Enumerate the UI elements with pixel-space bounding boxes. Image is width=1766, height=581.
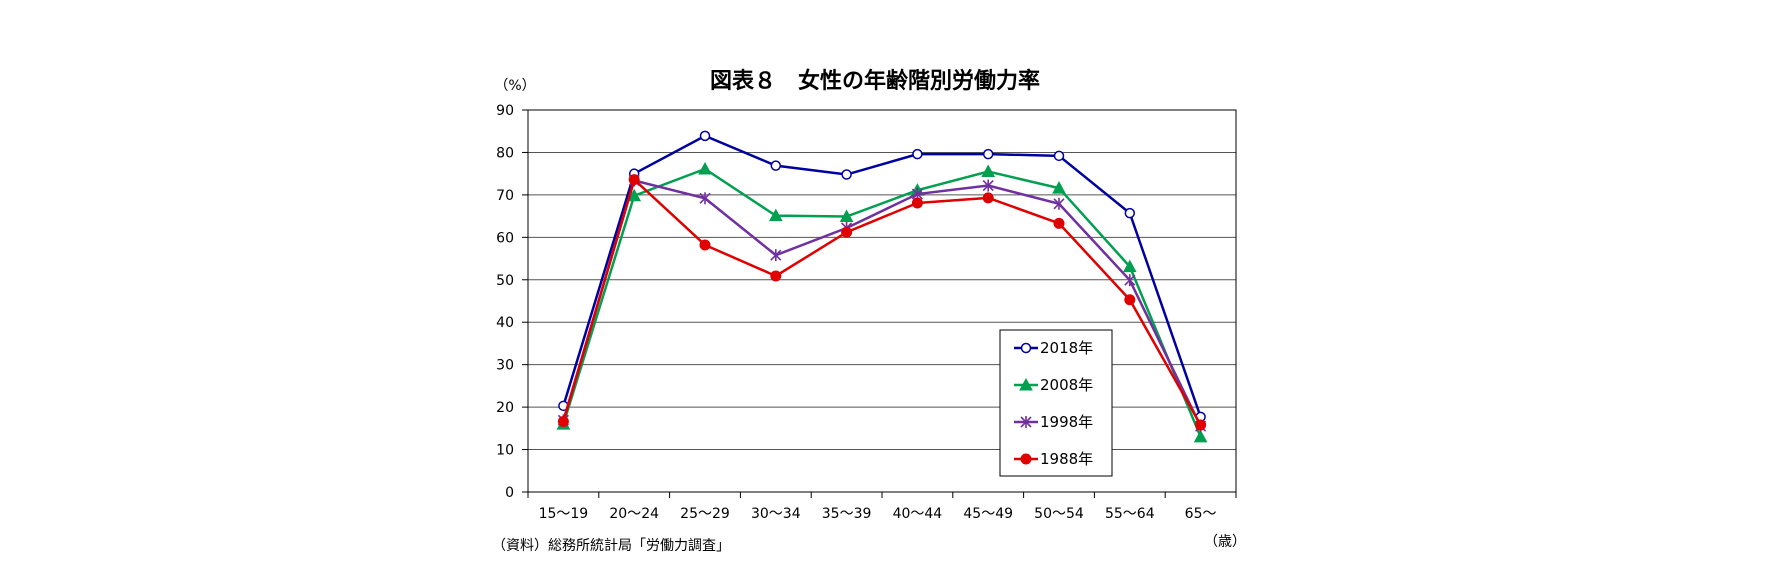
series xyxy=(556,130,1208,443)
data-point xyxy=(1052,181,1066,194)
y-tick-label: 60 xyxy=(496,230,514,246)
grid xyxy=(528,151,1236,451)
x-tick-label: 55～64 xyxy=(1105,506,1155,522)
y-tick-label: 0 xyxy=(505,485,514,501)
data-point xyxy=(698,161,712,175)
x-tick-label: 30～34 xyxy=(751,506,801,522)
legend-label: 1988年 xyxy=(1040,450,1093,468)
data-point xyxy=(1195,419,1207,431)
legend-marker xyxy=(1019,377,1033,391)
y-tick-label: 50 xyxy=(496,273,514,289)
legend-label: 1998年 xyxy=(1040,413,1093,431)
legend-entry: 1988年 xyxy=(1014,450,1093,468)
data-point xyxy=(557,416,569,428)
legend-entry: 1998年 xyxy=(1014,413,1093,431)
data-point xyxy=(699,239,711,251)
data-point xyxy=(841,226,853,238)
legend: 2018年 2008年 1998年 1988年 xyxy=(999,329,1113,477)
data-point xyxy=(699,130,711,142)
data-point xyxy=(1124,207,1136,219)
data-point xyxy=(628,174,640,186)
series-line xyxy=(562,178,1202,427)
y-tick-label: 30 xyxy=(496,358,514,374)
legend-entry: 2008年 xyxy=(1014,376,1093,394)
legend-marker xyxy=(1020,453,1032,465)
data-point xyxy=(912,148,923,160)
data-point xyxy=(770,270,782,282)
x-tick-label: 45～49 xyxy=(963,506,1013,522)
legend-marker xyxy=(1020,342,1032,354)
x-tick-label: 15～19 xyxy=(539,506,589,522)
data-point xyxy=(627,188,642,202)
x-tick-label: 40～44 xyxy=(893,506,943,522)
x-tick-label: 65～ xyxy=(1185,506,1217,522)
series-line xyxy=(562,167,1202,438)
data-point xyxy=(982,179,994,192)
data-point xyxy=(981,164,996,178)
data-point xyxy=(1053,197,1065,210)
y-axis-unit: （%） xyxy=(494,78,535,94)
legend-box xyxy=(999,329,1113,477)
data-point xyxy=(1124,294,1136,306)
x-tick-label: 20～24 xyxy=(609,506,659,522)
data-point xyxy=(770,249,782,262)
data-point xyxy=(911,197,923,209)
x-tick-label: 50～54 xyxy=(1034,506,1084,522)
data-point xyxy=(982,192,994,204)
data-point xyxy=(1193,429,1208,443)
series-line xyxy=(562,134,1202,418)
y-tick-label: 10 xyxy=(496,443,514,459)
data-point xyxy=(1053,150,1065,162)
x-axis-unit: （歳） xyxy=(1204,534,1246,550)
series-line xyxy=(562,177,1202,426)
data-point xyxy=(1053,217,1065,229)
data-point xyxy=(770,160,782,171)
chart-title: 図表８ 女性の年齢階別労働力率 xyxy=(710,68,1040,94)
data-point xyxy=(839,209,854,223)
source-note: （資料）総務所統計局「労働力調査」 xyxy=(492,538,730,554)
series-4 xyxy=(557,174,1207,431)
data-point xyxy=(699,192,711,205)
legend-label: 2008年 xyxy=(1040,376,1093,394)
data-point xyxy=(841,169,852,180)
y-tick-label: 90 xyxy=(496,103,514,119)
data-point xyxy=(1122,259,1137,273)
y-tick-label: 80 xyxy=(496,145,514,161)
data-point xyxy=(1124,274,1136,287)
legend-marker xyxy=(1020,416,1032,428)
x-tick-label: 35～39 xyxy=(822,506,872,522)
data-point xyxy=(768,208,783,222)
y-tick-label: 70 xyxy=(496,188,514,204)
y-tick-label: 40 xyxy=(496,315,514,331)
data-point xyxy=(982,148,994,160)
legend-label: 2018年 xyxy=(1040,339,1093,357)
y-tick-label: 20 xyxy=(496,400,514,416)
x-tick-label: 25～29 xyxy=(680,506,730,522)
legend-entry: 2018年 xyxy=(1014,339,1093,357)
axes: 0 10 20 30 40 50 60 70 80 90 15～19 20～24 25～29 30～34 3… xyxy=(496,103,1237,522)
